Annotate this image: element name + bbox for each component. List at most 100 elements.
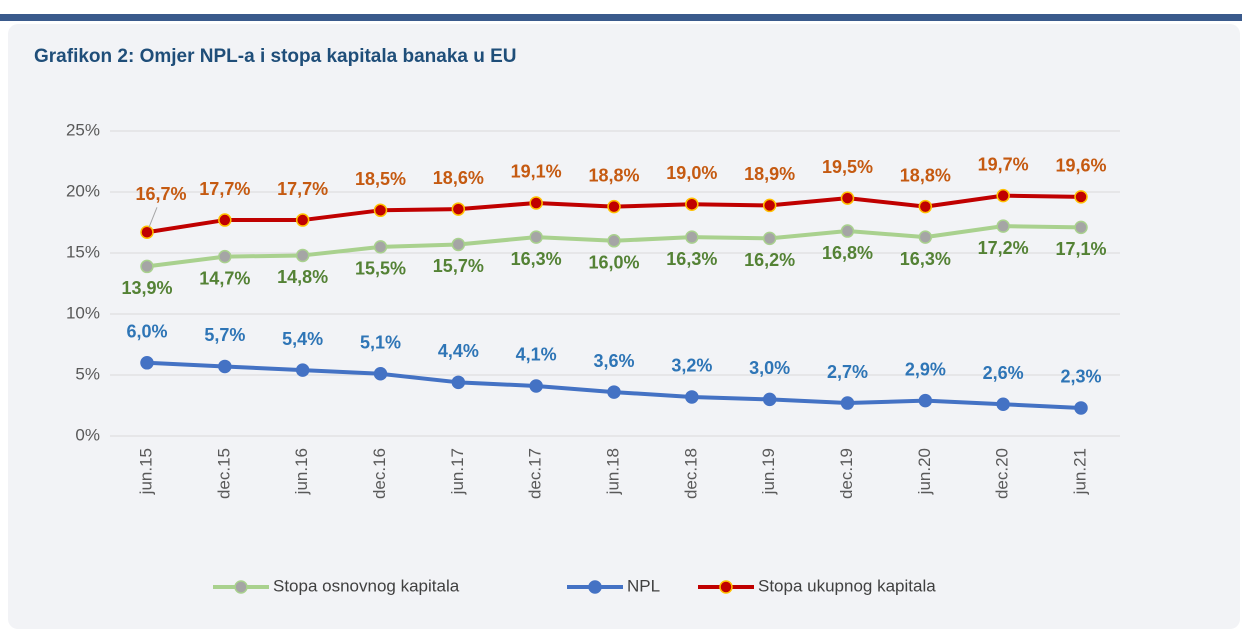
data-label: 2,6%	[983, 363, 1024, 383]
data-point	[918, 230, 933, 244]
data-label: 5,1%	[360, 333, 401, 353]
data-point	[140, 356, 154, 370]
data-point	[373, 367, 388, 381]
data-point	[529, 196, 543, 210]
data-point	[451, 237, 466, 252]
legend-label: NPL	[627, 576, 660, 595]
x-tick-label: jun.19	[759, 448, 778, 495]
data-label: 6,0%	[126, 322, 167, 342]
data-label: 16,7%	[135, 184, 186, 204]
x-tick-label: dec.18	[681, 448, 700, 499]
data-label: 2,3%	[1060, 367, 1101, 387]
data-point	[1074, 220, 1088, 235]
data-point	[451, 202, 466, 216]
data-point	[1074, 190, 1088, 204]
data-point	[840, 191, 855, 205]
x-tick-label: dec.15	[214, 448, 233, 499]
data-point	[996, 397, 1010, 412]
data-label: 14,7%	[199, 268, 250, 288]
data-point	[1074, 401, 1088, 415]
data-label: 16,3%	[900, 249, 951, 269]
data-point	[607, 199, 621, 214]
x-tick-label: dec.19	[837, 448, 856, 499]
legend-marker	[719, 580, 733, 594]
x-tick-label: jun.18	[603, 448, 622, 495]
data-label: 15,5%	[355, 259, 406, 279]
data-point	[451, 375, 466, 390]
data-point	[295, 363, 310, 377]
data-label: 4,4%	[438, 341, 479, 361]
data-point	[373, 240, 388, 254]
data-point	[295, 213, 310, 227]
data-label: 14,8%	[277, 267, 328, 287]
y-tick-label: 10%	[66, 303, 100, 322]
data-point	[218, 359, 232, 374]
data-label: 13,9%	[121, 278, 172, 298]
data-label: 16,3%	[511, 249, 562, 269]
data-label: 19,6%	[1055, 156, 1106, 176]
data-point	[295, 248, 310, 263]
x-tick-label: dec.16	[370, 448, 389, 499]
data-label: 17,2%	[978, 238, 1029, 258]
x-tick-label: dec.17	[526, 448, 545, 499]
legend-label: Stopa ukupnog kapitala	[758, 576, 936, 595]
data-point	[529, 230, 543, 244]
data-label: 3,2%	[671, 356, 712, 376]
data-label: 18,6%	[433, 168, 484, 188]
data-point	[218, 213, 232, 227]
data-label: 18,5%	[355, 169, 406, 189]
x-tick-label: jun.17	[448, 448, 467, 495]
data-point	[685, 230, 699, 244]
data-label: 19,5%	[822, 157, 873, 177]
x-tick-label: jun.20	[915, 448, 934, 495]
top-bar	[0, 14, 1242, 21]
data-point	[140, 225, 154, 240]
data-point	[140, 259, 154, 274]
legend-marker	[234, 580, 248, 594]
y-tick-label: 5%	[75, 364, 100, 383]
data-label: 17,7%	[199, 179, 250, 199]
chart-title: Grafikon 2: Omjer NPL-a i stopa kapitala…	[34, 46, 517, 67]
y-tick-label: 15%	[66, 242, 100, 261]
legend-label: Stopa osnovnog kapitala	[273, 576, 460, 595]
data-label: 19,1%	[511, 162, 562, 182]
data-label: 3,6%	[593, 351, 634, 371]
data-point	[685, 197, 699, 211]
data-label: 18,9%	[744, 164, 795, 184]
data-point	[685, 390, 699, 404]
data-label: 17,7%	[277, 179, 328, 199]
data-point	[373, 203, 388, 218]
data-point	[762, 198, 777, 213]
data-label: 16,2%	[744, 250, 795, 270]
data-label: 4,1%	[516, 345, 557, 365]
data-label: 16,3%	[666, 249, 717, 269]
y-tick-label: 25%	[66, 120, 100, 139]
x-tick-label: jun.21	[1070, 448, 1089, 495]
data-point	[762, 392, 777, 407]
data-label: 18,8%	[588, 165, 639, 185]
data-label: 18,8%	[900, 165, 951, 185]
data-point	[996, 219, 1010, 233]
data-label: 19,0%	[666, 163, 717, 183]
data-label: 19,7%	[978, 154, 1029, 174]
data-point	[607, 385, 621, 399]
data-point	[607, 234, 621, 248]
data-label: 16,8%	[822, 243, 873, 263]
y-tick-label: 20%	[66, 181, 100, 200]
leader-line	[148, 207, 158, 228]
data-label: 16,0%	[588, 253, 639, 273]
data-point	[840, 396, 855, 410]
data-point	[918, 199, 933, 214]
legend-marker	[588, 580, 602, 594]
data-label: 2,9%	[905, 359, 946, 379]
data-label: 5,7%	[204, 325, 245, 345]
x-tick-label: dec.20	[993, 448, 1012, 499]
x-tick-label: jun.16	[292, 448, 311, 495]
panel	[8, 24, 1240, 629]
data-label: 2,7%	[827, 362, 868, 382]
data-point	[529, 379, 543, 393]
data-label: 17,1%	[1055, 239, 1106, 259]
data-point	[218, 249, 232, 264]
data-point	[840, 224, 855, 238]
